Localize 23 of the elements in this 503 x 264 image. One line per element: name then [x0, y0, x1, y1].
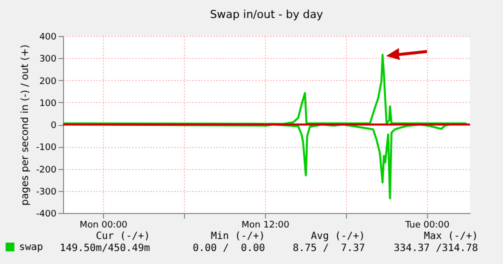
legend-label: swap [19, 242, 44, 253]
y-tick-label: 400 [39, 32, 57, 42]
x-tick-label: Mon 12:00 [242, 220, 290, 230]
y-tick-label: 300 [39, 54, 57, 65]
chart-title: Swap in/out - by day [210, 8, 324, 21]
y-tick-label: -100 [36, 143, 57, 154]
y-axis-title: pages per second in (-) / out (+) [20, 44, 32, 206]
y-tick-label: -200 [36, 165, 57, 176]
y-tick-label: -400 [36, 210, 57, 220]
text: Cur (-/+) [96, 231, 150, 242]
y-tick-label: 200 [39, 76, 57, 87]
y-tick-label: 100 [39, 98, 57, 109]
text: 334.37 /314.78 [394, 243, 478, 254]
text: Max (-/+) [424, 231, 478, 242]
x-tick-label: Mon 00:00 [80, 220, 128, 230]
text: 8.75 / 7.37 [292, 243, 365, 254]
x-tick-label: Tue 00:00 [404, 220, 450, 230]
text: Min (-/+) [210, 231, 265, 242]
text: 149.50m/450.49m [60, 243, 150, 254]
text: Avg (-/+) [310, 231, 365, 242]
y-tick-label: -300 [36, 187, 57, 198]
y-tick-label: 0 [50, 121, 57, 131]
text: 0.00 / 0.00 [192, 243, 265, 254]
